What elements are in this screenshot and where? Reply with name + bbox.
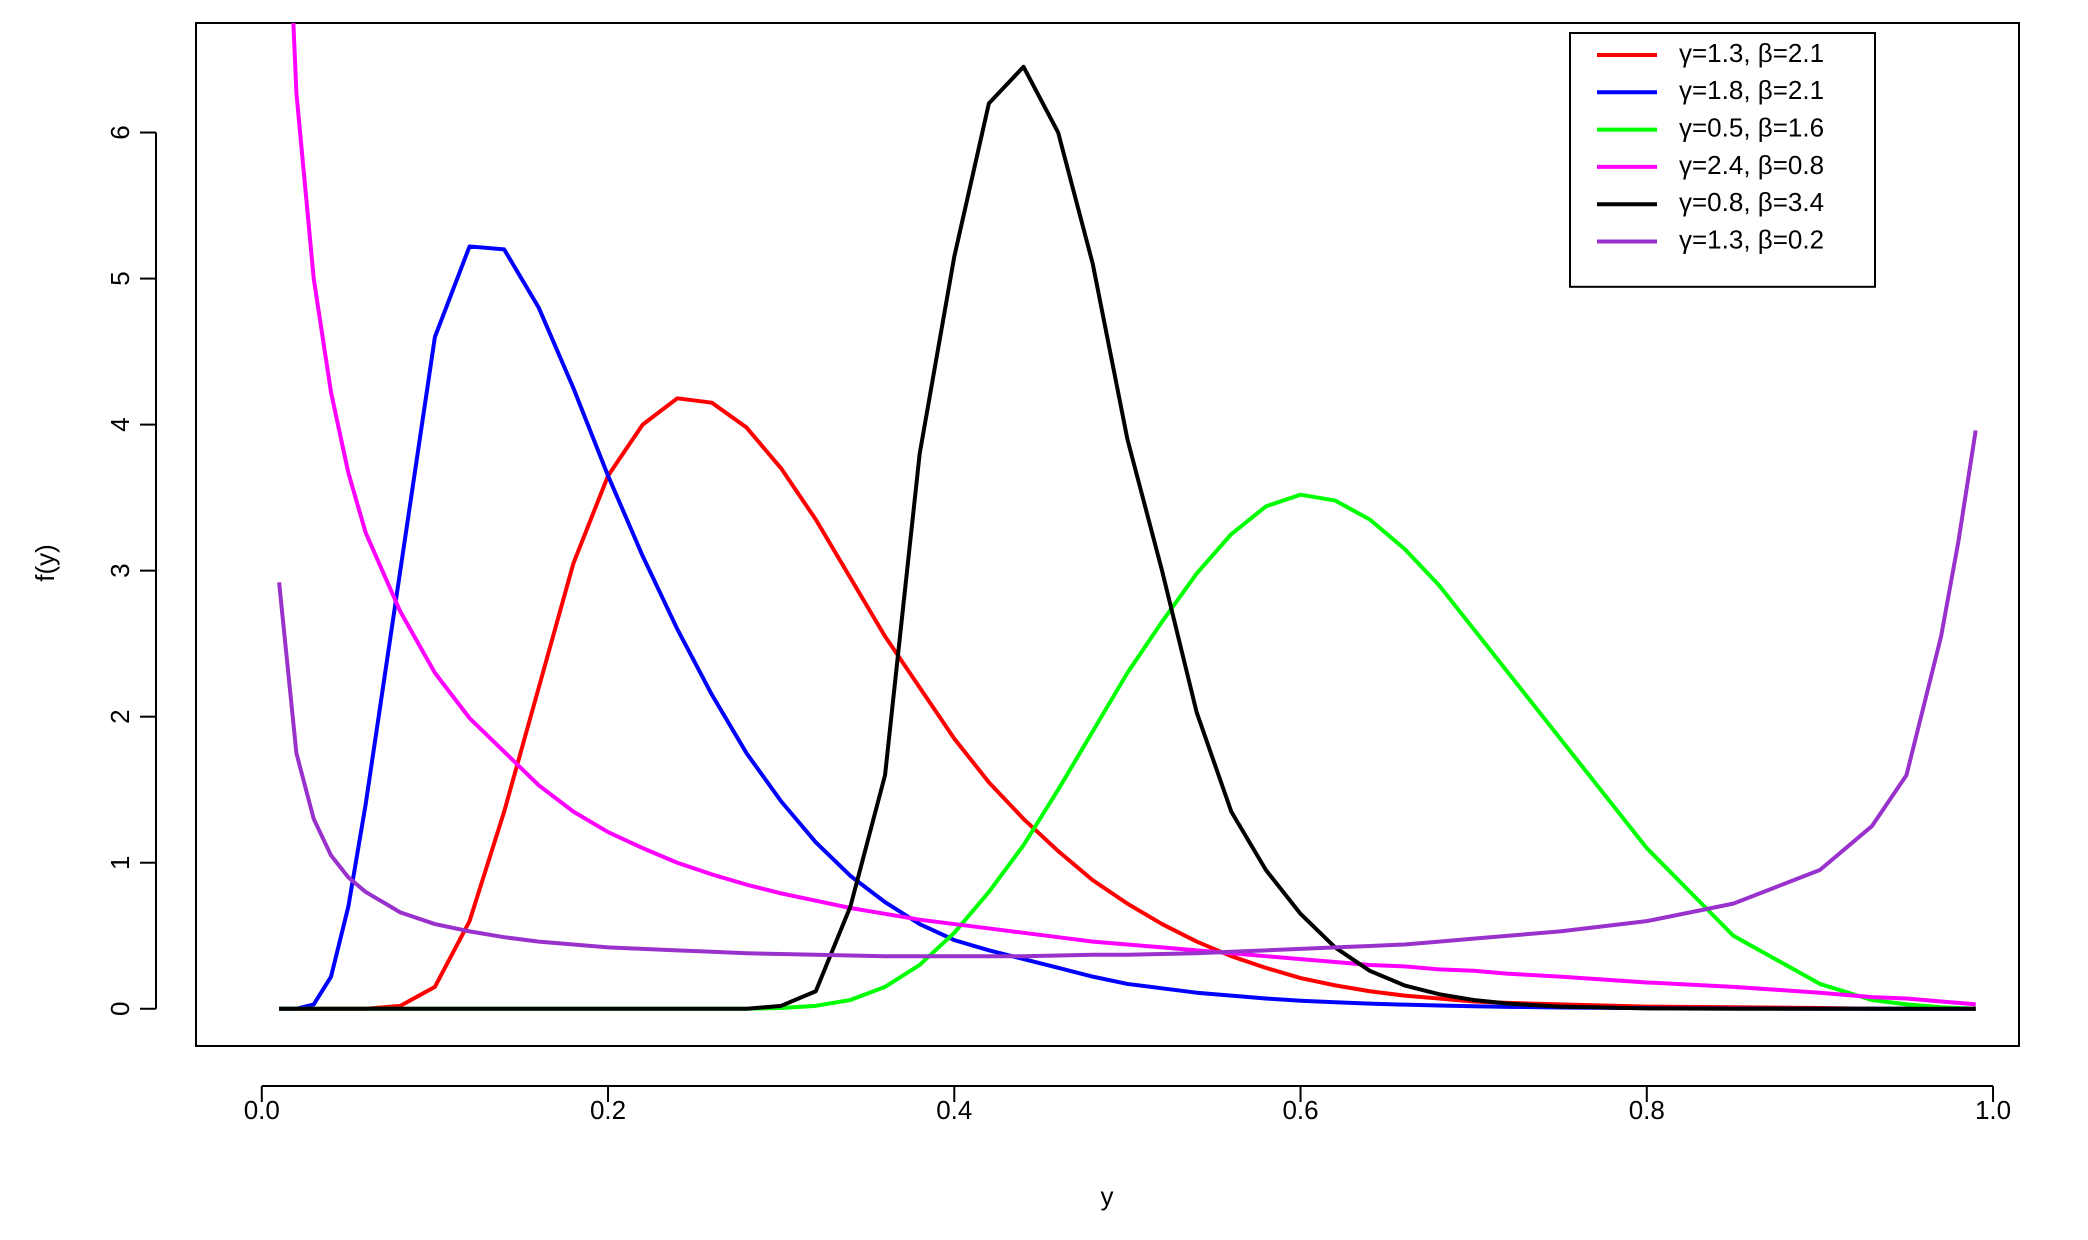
series-line — [279, 64, 1976, 1011]
x-tick-label: 0.6 — [1282, 1095, 1318, 1125]
legend-label: γ=1.3, β=2.1 — [1679, 38, 1824, 68]
legend-label: γ=2.4, β=0.8 — [1679, 150, 1824, 180]
series-line — [279, 492, 1976, 1011]
legend-label: γ=1.3, β=0.2 — [1679, 224, 1824, 254]
y-tick-label: 4 — [105, 417, 135, 431]
legend-label: γ=0.5, β=1.6 — [1679, 112, 1824, 142]
y-tick-label: 0 — [105, 1002, 135, 1016]
series-line — [291, 23, 1976, 1007]
series-line — [279, 396, 1976, 1011]
legend-label: γ=1.8, β=2.1 — [1679, 75, 1824, 105]
x-tick-label: 0.4 — [936, 1095, 972, 1125]
y-tick-label: 3 — [105, 563, 135, 577]
plot-frame — [195, 22, 2020, 1047]
y-tick-label: 2 — [105, 709, 135, 723]
plot-area — [277, 23, 1978, 1011]
legend-label: γ=0.8, β=3.4 — [1679, 187, 1824, 217]
y-tick-label: 1 — [105, 855, 135, 869]
x-tick-label: 0.0 — [244, 1095, 280, 1125]
x-tick-label: 0.2 — [590, 1095, 626, 1125]
legend-box — [1569, 32, 1876, 288]
y-axis-label: f(y) — [30, 544, 60, 582]
series-line — [279, 244, 1976, 1011]
series-line — [277, 430, 1978, 959]
y-tick-label: 6 — [105, 125, 135, 139]
legend: γ=1.3, β=2.1 γ=1.8, β=2.1 γ=0.5, β=1.6 γ=2.… — [1569, 32, 1876, 288]
x-tick-label: 1.0 — [1975, 1095, 2011, 1125]
y-tick-label: 5 — [105, 271, 135, 285]
x-tick-label: 0.8 — [1629, 1095, 1665, 1125]
x-axis-label: y — [1101, 1181, 1114, 1211]
